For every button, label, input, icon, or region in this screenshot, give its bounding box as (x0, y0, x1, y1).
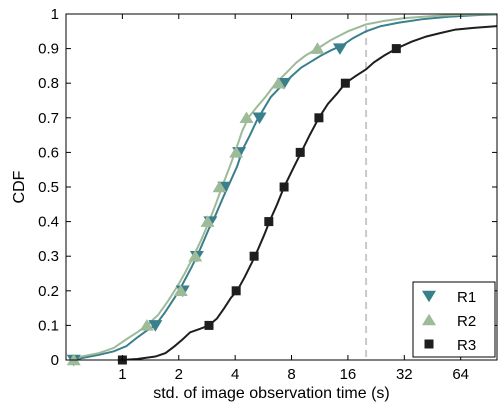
x-axis-title: std. of image observation time (s) (153, 385, 390, 402)
x-tick-label: 1 (118, 366, 126, 383)
marker-r2 (212, 180, 227, 193)
marker-r2 (310, 42, 325, 54)
y-tick-label: 0.1 (38, 317, 59, 334)
series-markers (66, 42, 401, 367)
y-tick-label: 0.8 (38, 75, 59, 92)
y-tick-label: 0.9 (38, 41, 59, 58)
x-tick-label: 8 (287, 366, 295, 383)
marker-r2 (239, 111, 254, 124)
x-tick-label: 16 (340, 366, 357, 383)
x-tick-label: 4 (231, 366, 239, 383)
y-axis-ticks: 0 0.1 0.2 0.3 0.4 0.5 0.6 0.7 0.8 0.9 1 (38, 6, 497, 369)
legend-label-r3: R3 (457, 337, 476, 354)
y-tick-label: 1 (51, 6, 59, 23)
legend-label-r2: R2 (457, 313, 476, 330)
y-tick-label: 0.2 (38, 283, 59, 300)
marker-r3 (249, 251, 259, 261)
marker-r1 (148, 320, 163, 332)
x-axis-ticks: 1 2 4 8 16 32 64 (118, 14, 469, 383)
y-tick-label: 0 (51, 352, 59, 369)
legend-label-r1: R1 (457, 289, 476, 306)
legend-marker-r2 (422, 313, 436, 326)
y-axis-title: CDF (11, 170, 28, 203)
marker-r1 (252, 112, 267, 125)
marker-r2 (271, 76, 286, 89)
marker-r2 (229, 146, 244, 158)
marker-r3 (391, 44, 401, 54)
marker-r3 (279, 182, 289, 192)
x-tick-label: 32 (396, 366, 413, 383)
marker-r2 (200, 215, 215, 227)
y-tick-label: 0.5 (38, 179, 59, 196)
marker-r2 (173, 284, 188, 297)
y-tick-label: 0.6 (38, 144, 59, 161)
legend-marker-r3 (424, 339, 434, 349)
legend: R1 R2 R3 (412, 281, 496, 358)
marker-r1 (332, 43, 347, 55)
legend-marker-r1 (422, 290, 436, 303)
marker-r2 (188, 249, 203, 262)
marker-r3 (204, 320, 214, 330)
marker-r3 (264, 217, 274, 227)
marker-r3 (295, 147, 305, 157)
marker-r3 (231, 286, 241, 296)
marker-r2 (139, 319, 154, 331)
x-tick-label: 2 (175, 366, 183, 383)
y-tick-label: 0.4 (38, 214, 59, 231)
marker-r2 (66, 353, 81, 366)
marker-r3 (340, 78, 350, 88)
y-tick-label: 0.3 (38, 248, 59, 265)
marker-r3 (314, 113, 324, 123)
y-tick-label: 0.7 (38, 110, 59, 127)
x-tick-label: 64 (452, 366, 469, 383)
